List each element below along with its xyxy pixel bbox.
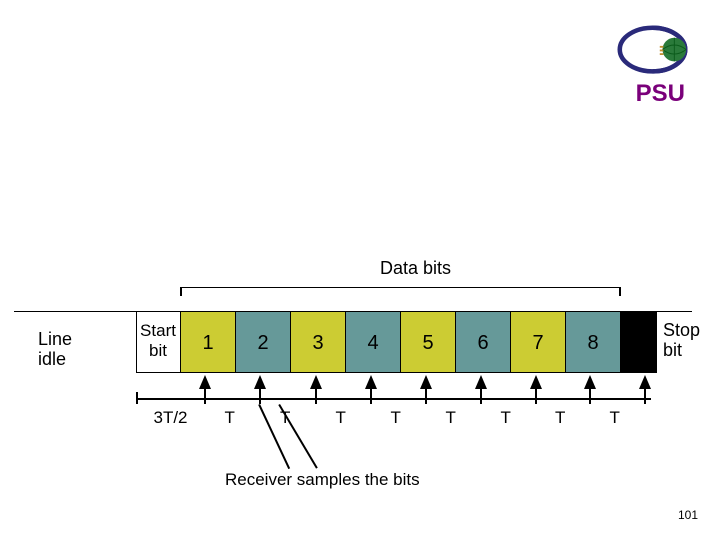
timing-T-label-6: T xyxy=(555,408,565,428)
bit-cell-5: 5 xyxy=(400,311,455,373)
page-number: 101 xyxy=(678,508,698,522)
timing-tick-7 xyxy=(535,392,537,404)
data-bits-bracket xyxy=(180,287,620,288)
timing-T-label-2: T xyxy=(336,408,346,428)
bit-cell-3: 3 xyxy=(290,311,345,373)
logo xyxy=(615,25,690,75)
bit-cell-2: 2 xyxy=(235,311,290,373)
timing-T-label-0: T xyxy=(225,408,235,428)
timing-tick-6 xyxy=(480,392,482,404)
sample-caption: Receiver samples the bits xyxy=(225,470,420,490)
timing-tick-start xyxy=(136,392,138,404)
timing-T-label-1: T xyxy=(280,408,290,428)
line-idle-text: Line idle xyxy=(38,329,72,369)
idle-line-right xyxy=(657,311,692,312)
start-bit-label: Start bit xyxy=(134,321,182,360)
timing-baseline xyxy=(136,398,651,400)
bit-cell-6: 6 xyxy=(455,311,510,373)
psu-label: PSU xyxy=(636,80,685,108)
timing-tick-2 xyxy=(259,392,261,404)
timing-T-label-4: T xyxy=(446,408,456,428)
timing-tick-9 xyxy=(644,392,646,404)
timing-tick-5 xyxy=(425,392,427,404)
timing-tick-3 xyxy=(315,392,317,404)
timing-tick-4 xyxy=(370,392,372,404)
line-idle-label: Line idle xyxy=(38,330,72,370)
timing-T-label-3: T xyxy=(391,408,401,428)
bracket-tick-right xyxy=(619,287,621,296)
bracket-tick-left xyxy=(180,287,182,296)
bit-cell-7: 7 xyxy=(510,311,565,373)
bit-cell-8: 8 xyxy=(565,311,620,373)
timing-T-label-7: T xyxy=(610,408,620,428)
data-bits-label: Data bits xyxy=(380,258,451,279)
timing-tick-1 xyxy=(204,392,206,404)
start-bit-text: Start bit xyxy=(140,321,176,360)
stop-bit-text: Stop bit xyxy=(663,320,700,360)
timing-T-label-5: T xyxy=(501,408,511,428)
timing-first-label: 3T/2 xyxy=(138,408,203,428)
stop-bit-cell xyxy=(620,311,657,373)
timing-tick-8 xyxy=(589,392,591,404)
bit-cell-1: 1 xyxy=(180,311,235,373)
bit-cell-4: 4 xyxy=(345,311,400,373)
idle-line-left xyxy=(14,311,138,312)
stop-bit-label: Stop bit xyxy=(663,321,700,361)
